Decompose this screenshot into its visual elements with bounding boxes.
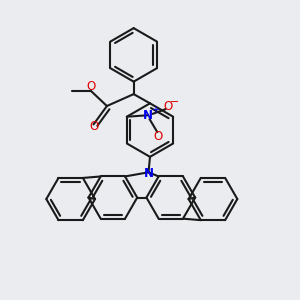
- Text: +: +: [151, 105, 159, 115]
- Text: N: N: [143, 167, 154, 180]
- Text: −: −: [170, 98, 179, 107]
- Text: O: O: [163, 100, 172, 113]
- Text: O: O: [89, 120, 98, 133]
- Text: N: N: [143, 109, 153, 122]
- Text: O: O: [153, 130, 162, 143]
- Text: O: O: [86, 80, 95, 93]
